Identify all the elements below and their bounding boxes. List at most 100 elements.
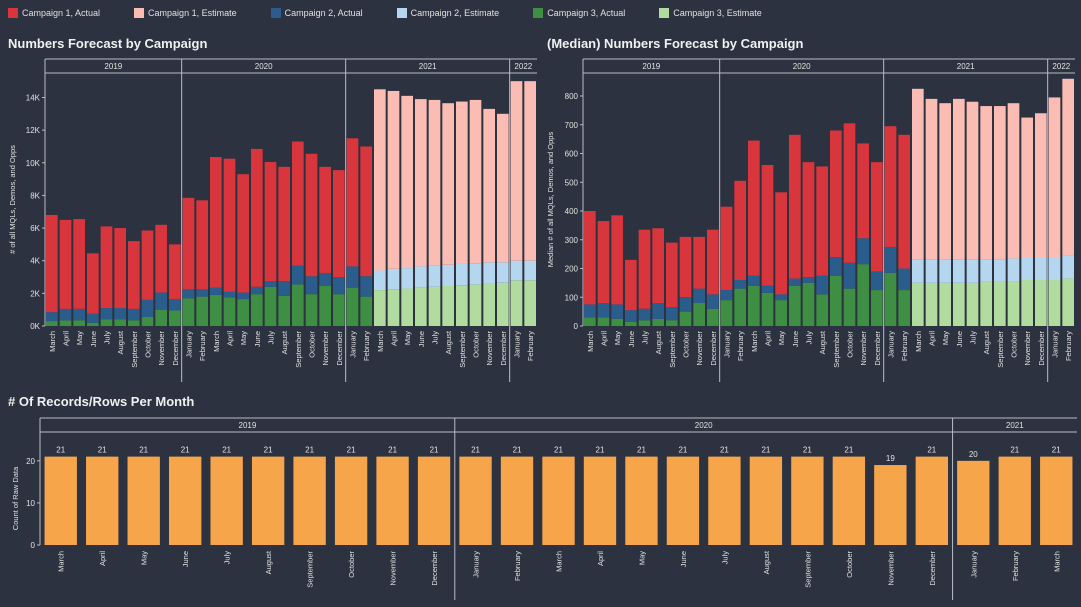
x-tick-label: June bbox=[679, 551, 688, 567]
x-tick-label: August bbox=[982, 330, 991, 354]
bar-segment bbox=[497, 113, 509, 263]
y-tick-label: 0 bbox=[31, 541, 36, 550]
bar-segment bbox=[925, 282, 938, 326]
bar-segment bbox=[251, 286, 263, 295]
bar-segment bbox=[387, 268, 400, 290]
x-tick-label: June bbox=[89, 331, 98, 347]
bar-segment bbox=[720, 300, 733, 326]
x-tick-label: October bbox=[472, 331, 481, 358]
bar bbox=[832, 456, 866, 545]
data-label: 21 bbox=[803, 446, 812, 455]
bar-segment bbox=[1007, 103, 1020, 259]
legend-item[interactable]: Campaign 1, Actual bbox=[8, 8, 100, 18]
bar-segment bbox=[114, 228, 126, 309]
year-label: 2019 bbox=[104, 62, 122, 71]
bar-segment bbox=[1048, 97, 1061, 257]
bar-segment bbox=[925, 259, 938, 283]
bar-segment bbox=[237, 299, 249, 326]
bar-segment bbox=[333, 294, 345, 326]
year-label: 2019 bbox=[239, 421, 257, 430]
bar-segment bbox=[1021, 280, 1033, 326]
bar-segment bbox=[141, 299, 154, 318]
bar-segment bbox=[210, 287, 222, 295]
bar-segment bbox=[1062, 278, 1074, 326]
bar-segment bbox=[278, 166, 290, 282]
x-tick-label: April bbox=[98, 551, 107, 566]
bar-segment bbox=[100, 308, 113, 320]
bar-segment bbox=[611, 318, 623, 326]
bar-segment bbox=[1062, 255, 1074, 279]
bar-segment bbox=[898, 268, 910, 291]
bar-segment bbox=[428, 286, 441, 326]
x-tick-label: May bbox=[140, 551, 149, 565]
bar-segment bbox=[169, 299, 181, 311]
bar-segment bbox=[415, 266, 427, 288]
bar-segment bbox=[953, 282, 965, 326]
legend-item[interactable]: Campaign 2, Actual bbox=[270, 8, 363, 18]
x-tick-label: January bbox=[969, 551, 978, 578]
year-label: 2020 bbox=[255, 62, 273, 71]
x-tick-label: November bbox=[321, 331, 330, 366]
bar-segment bbox=[625, 259, 637, 311]
bar bbox=[1040, 456, 1073, 545]
bar-segment bbox=[264, 286, 277, 326]
x-tick-label: December bbox=[1037, 331, 1046, 366]
year-label: 2020 bbox=[695, 421, 713, 430]
y-axis-title: Median # of all MQLs, Demos, and Opps bbox=[546, 132, 555, 268]
legend-label: Campaign 1, Actual bbox=[22, 8, 101, 18]
bar-segment bbox=[775, 294, 787, 301]
bar-segment bbox=[196, 200, 208, 290]
year-label: 2021 bbox=[419, 62, 437, 71]
x-tick-label: May bbox=[613, 331, 622, 345]
bar-segment bbox=[319, 286, 331, 326]
bar-segment bbox=[994, 259, 1006, 282]
bar-segment bbox=[980, 259, 992, 282]
x-tick-label: August bbox=[818, 330, 827, 354]
y-tick-label: 6K bbox=[30, 224, 40, 233]
bar-segment bbox=[401, 268, 413, 289]
legend-item[interactable]: Campaign 1, Estimate bbox=[134, 8, 237, 18]
legend-item[interactable]: Campaign 3, Actual bbox=[533, 8, 625, 18]
data-label: 21 bbox=[927, 446, 936, 455]
bar-segment bbox=[666, 307, 678, 321]
y-tick-label: 600 bbox=[565, 150, 579, 159]
bar-segment bbox=[830, 275, 842, 326]
y-tick-label: 400 bbox=[565, 207, 579, 216]
x-tick-label: January bbox=[349, 331, 358, 358]
bar-segment bbox=[415, 99, 427, 267]
bar-segment bbox=[483, 262, 495, 284]
x-tick-label: November bbox=[157, 331, 166, 366]
legend: Campaign 1, Actual Campaign 1, Estimate Ca… bbox=[8, 5, 796, 21]
bar-segment bbox=[100, 226, 113, 309]
bar-segment bbox=[748, 275, 760, 286]
bar bbox=[293, 456, 326, 545]
bar-segment bbox=[305, 153, 318, 277]
bar-segment bbox=[442, 286, 454, 326]
x-tick-label: March bbox=[212, 331, 221, 352]
data-label: 21 bbox=[637, 446, 646, 455]
data-label: 21 bbox=[1010, 446, 1019, 455]
x-tick-label: February bbox=[362, 331, 371, 361]
data-label: 21 bbox=[761, 446, 770, 455]
bar-segment bbox=[210, 157, 222, 288]
x-tick-label: July bbox=[103, 331, 112, 345]
x-tick-label: February bbox=[736, 331, 745, 361]
x-tick-label: June bbox=[417, 331, 426, 347]
legend-item[interactable]: Campaign 2, Estimate bbox=[396, 8, 499, 18]
bar-segment bbox=[456, 285, 468, 326]
bar-segment bbox=[1021, 257, 1033, 280]
bar-segment bbox=[524, 280, 536, 326]
bar bbox=[998, 456, 1031, 545]
bar-segment bbox=[292, 141, 304, 266]
legend-item[interactable]: Campaign 3, Estimate bbox=[659, 8, 762, 18]
bar-segment bbox=[584, 211, 596, 305]
chart-title-right: (Median) Numbers Forecast by Campaign bbox=[547, 36, 804, 51]
y-tick-label: 10 bbox=[26, 499, 35, 508]
x-tick-label: January bbox=[887, 331, 896, 358]
bar bbox=[459, 456, 492, 545]
bar-segment bbox=[196, 296, 208, 326]
bar-segment bbox=[802, 162, 815, 278]
bar-segment bbox=[87, 253, 99, 314]
x-tick-label: September bbox=[668, 330, 677, 367]
bar-segment bbox=[816, 166, 828, 276]
